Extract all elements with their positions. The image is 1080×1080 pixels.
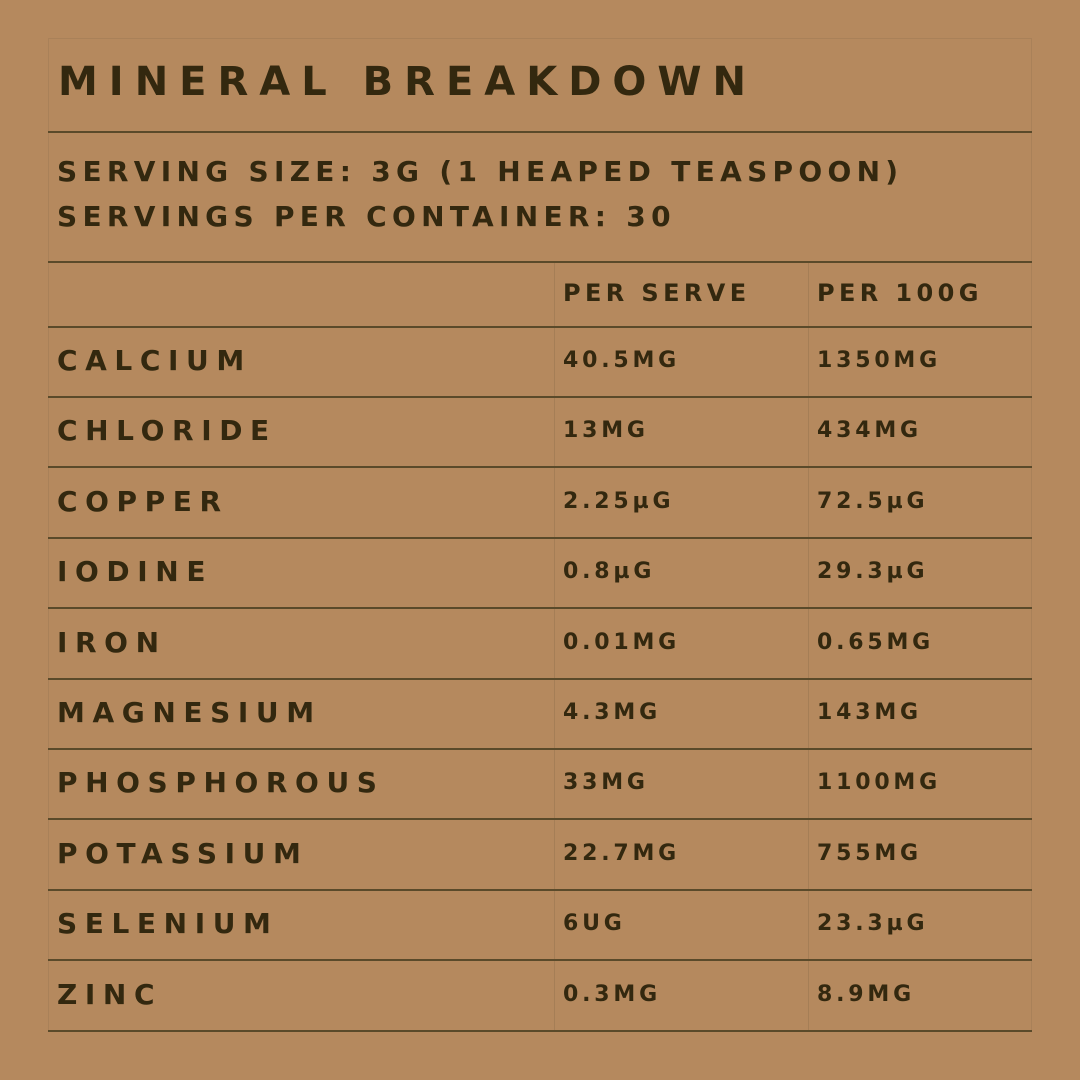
per-100g-value: 143MG	[817, 700, 922, 725]
table-row: SELENIUM 6UG 23.3µG	[0, 890, 1080, 960]
per-100g-value: 1100MG	[817, 770, 941, 795]
divider	[48, 1030, 1032, 1032]
mineral-name: IODINE	[57, 555, 214, 588]
table-row: MAGNESIUM 4.3MG 143MG	[0, 679, 1080, 749]
mineral-name: CALCIUM	[57, 344, 252, 377]
per-serve-value: 33MG	[563, 770, 649, 795]
mineral-name: PHOSPHOROUS	[57, 766, 385, 799]
divider	[48, 131, 1032, 133]
divider	[48, 959, 1032, 961]
per-100g-value: 0.65MG	[817, 630, 935, 655]
mineral-name: CHLORIDE	[57, 414, 277, 447]
column-header-per-100g: PER 100G	[817, 279, 983, 307]
per-serve-value: 0.3MG	[563, 982, 661, 1007]
mineral-name: MAGNESIUM	[57, 696, 322, 729]
divider	[48, 261, 1032, 263]
table-row: COPPER 2.25µG 72.5µG	[0, 468, 1080, 538]
mineral-name: POTASSIUM	[57, 837, 309, 870]
per-100g-value: 755MG	[817, 841, 922, 866]
mineral-name: SELENIUM	[57, 907, 279, 940]
per-100g-value: 8.9MG	[817, 982, 915, 1007]
per-100g-value: 434MG	[817, 418, 922, 443]
per-serve-value: 40.5MG	[563, 348, 681, 373]
table-row: POTASSIUM 22.7MG 755MG	[0, 820, 1080, 890]
table-row: IRON 0.01MG 0.65MG	[0, 609, 1080, 679]
per-100g-value: 1350MG	[817, 348, 941, 373]
serving-size: SERVING SIZE: 3G (1 HEAPED TEASPOON)	[57, 155, 904, 188]
divider	[48, 889, 1032, 891]
per-serve-value: 2.25µG	[563, 489, 675, 514]
table-row: PHOSPHOROUS 33MG 1100MG	[0, 749, 1080, 819]
servings-per-container: SERVINGS PER CONTAINER: 30	[57, 200, 676, 233]
divider	[48, 748, 1032, 750]
mineral-name: COPPER	[57, 485, 229, 518]
table-row: IODINE 0.8µG 29.3µG	[0, 538, 1080, 608]
column-divider	[554, 262, 555, 1031]
table-row: ZINC 0.3MG 8.9MG	[0, 961, 1080, 1031]
per-serve-value: 4.3MG	[563, 700, 661, 725]
table-row: CHLORIDE 13MG 434MG	[0, 397, 1080, 467]
table-row: CALCIUM 40.5MG 1350MG	[0, 327, 1080, 397]
divider	[48, 466, 1032, 468]
divider	[48, 678, 1032, 680]
per-serve-value: 13MG	[563, 418, 649, 443]
mineral-name: IRON	[57, 626, 167, 659]
divider	[48, 818, 1032, 820]
divider	[48, 537, 1032, 539]
divider	[48, 326, 1032, 328]
per-100g-value: 29.3µG	[817, 559, 929, 584]
per-100g-value: 23.3µG	[817, 911, 929, 936]
column-header-per-serve: PER SERVE	[563, 279, 751, 307]
page-title: MINERAL BREAKDOWN	[58, 59, 758, 105]
column-divider	[808, 262, 809, 1031]
per-serve-value: 6UG	[563, 911, 626, 936]
table-frame	[48, 38, 1032, 1031]
per-serve-value: 0.8µG	[563, 559, 656, 584]
divider	[48, 607, 1032, 609]
divider	[48, 396, 1032, 398]
mineral-name: ZINC	[57, 978, 163, 1011]
per-100g-value: 72.5µG	[817, 489, 929, 514]
per-serve-value: 0.01MG	[563, 630, 681, 655]
per-serve-value: 22.7MG	[563, 841, 681, 866]
